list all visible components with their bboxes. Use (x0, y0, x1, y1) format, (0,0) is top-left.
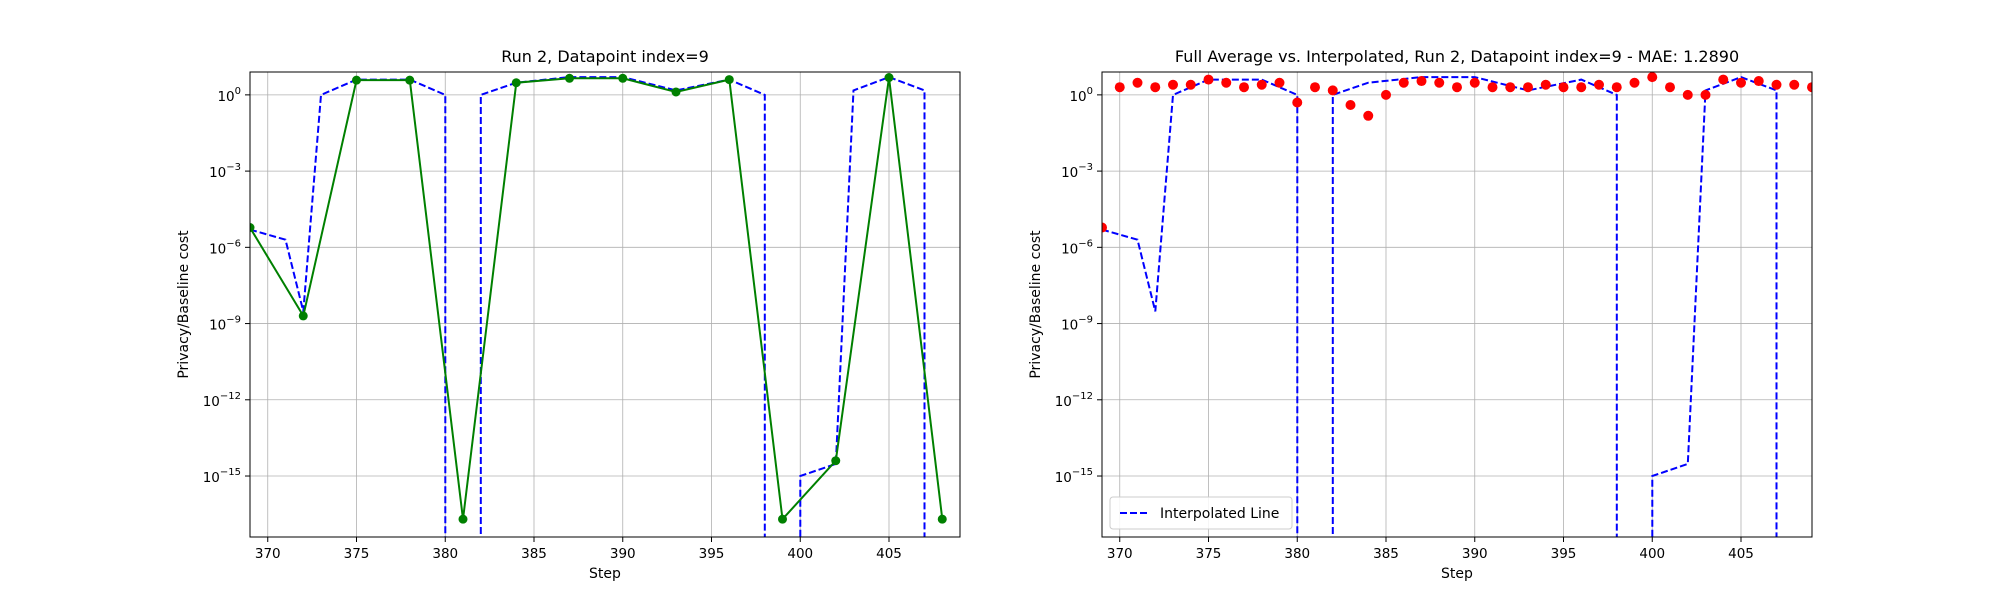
data-point (1398, 77, 1409, 88)
plot-frame (1101, 71, 1813, 538)
data-point (511, 78, 521, 88)
data-point (884, 73, 894, 83)
data-point (1700, 89, 1711, 100)
y-tick-label: 10−3 (209, 162, 241, 181)
data-point (1102, 222, 1107, 233)
data-point (1310, 82, 1320, 93)
x-tick-label: 395 (699, 546, 725, 562)
data-point (1345, 99, 1356, 110)
y-tick-label: 10−6 (1061, 238, 1093, 257)
data-point (1416, 76, 1427, 87)
x-axis-label: Step (589, 566, 621, 582)
legend-label: Interpolated Line (1160, 506, 1279, 522)
y-tick-label: 100 (217, 86, 241, 105)
x-axis-label: Step (1441, 566, 1473, 582)
data-point (1736, 77, 1746, 88)
data-point (565, 73, 574, 83)
data-point (1292, 97, 1303, 108)
data-point (1274, 77, 1285, 88)
x-tick-label: 385 (1373, 546, 1399, 562)
data-point (1363, 110, 1374, 121)
y-tick-label: 10−15 (203, 467, 241, 486)
series-line (250, 77, 944, 522)
data-point (1611, 82, 1622, 93)
data-point (1185, 79, 1196, 90)
x-tick-label: 400 (1639, 546, 1665, 562)
data-point (1718, 74, 1729, 85)
legend-box (1109, 496, 1293, 530)
x-tick-label: 380 (1284, 546, 1310, 562)
data-point (1327, 85, 1338, 96)
data-point (831, 456, 841, 466)
legend: Interpolated Line (1109, 496, 1293, 530)
data-point (1256, 79, 1267, 90)
y-tick-label: 10−9 (209, 315, 241, 334)
chart-title: Run 2, Datapoint index=9 (501, 47, 709, 66)
chart-right: 370 375 380 385 390 395 400 405 100 10−3 10−6 10−9 1… (1028, 47, 1813, 582)
x-tick-label: 400 (787, 546, 813, 562)
data-point (1114, 82, 1125, 93)
data-point (1168, 79, 1178, 90)
data-point (1771, 79, 1782, 90)
plot-frame (249, 71, 961, 538)
data-point (1594, 79, 1604, 90)
data-point (937, 514, 947, 524)
data-point (778, 514, 787, 524)
chart-left: 370 375 380 385 390 395 400 405 100 10−3 10−6 10−9 1… (176, 47, 961, 582)
data-point (298, 311, 308, 321)
data-point (1540, 79, 1551, 90)
x-tick-label: 395 (1551, 546, 1577, 562)
y-tick-label: 10−12 (1055, 391, 1093, 410)
data-point (1665, 82, 1675, 93)
data-point (1629, 77, 1640, 88)
x-tick-label: 405 (876, 546, 902, 562)
data-point (458, 514, 468, 524)
y-axis-label: Privacy/Baseline cost (1028, 230, 1044, 379)
data-point (1239, 82, 1249, 93)
y-tick-label: 10−9 (1061, 315, 1093, 334)
data-point (1203, 74, 1214, 85)
data-point (1469, 77, 1480, 88)
x-tick-label: 380 (432, 546, 458, 562)
data-point (405, 75, 415, 85)
chart-title: Full Average vs. Interpolated, Run 2, Da… (1175, 47, 1739, 66)
data-point (1221, 77, 1232, 88)
data-point (1789, 79, 1800, 90)
y-tick-label: 10−6 (209, 238, 241, 257)
data-point (1132, 77, 1143, 88)
x-tick-label: 390 (1462, 546, 1488, 562)
data-point (1807, 82, 1812, 93)
x-tick-label: 370 (1107, 546, 1133, 562)
data-point (1523, 82, 1533, 93)
data-point (352, 75, 361, 85)
data-point (671, 87, 681, 97)
data-point (250, 223, 255, 233)
x-tick-label: 390 (610, 546, 636, 562)
data-point (1505, 82, 1516, 93)
x-tick-label: 385 (521, 546, 547, 562)
x-tick-label: 375 (1196, 546, 1222, 562)
data-point (1434, 77, 1445, 88)
y-tick-label: 10−12 (203, 391, 241, 410)
x-tick-label: 375 (344, 546, 370, 562)
data-point (1647, 72, 1658, 83)
data-point (1381, 89, 1391, 100)
data-point (1558, 82, 1569, 93)
data-point (1452, 82, 1462, 93)
y-tick-label: 10−15 (1055, 467, 1093, 486)
data-point (1487, 82, 1498, 93)
data-point (1576, 82, 1587, 93)
data-point (618, 73, 628, 83)
x-tick-label: 370 (255, 546, 281, 562)
y-tick-label: 100 (1069, 86, 1093, 105)
data-point (1753, 76, 1764, 87)
data-point (1682, 89, 1693, 100)
data-point (1150, 82, 1161, 93)
x-tick-label: 405 (1728, 546, 1754, 562)
y-tick-label: 10−3 (1061, 162, 1093, 181)
data-point (724, 75, 734, 85)
y-axis-label: Privacy/Baseline cost (176, 230, 192, 379)
